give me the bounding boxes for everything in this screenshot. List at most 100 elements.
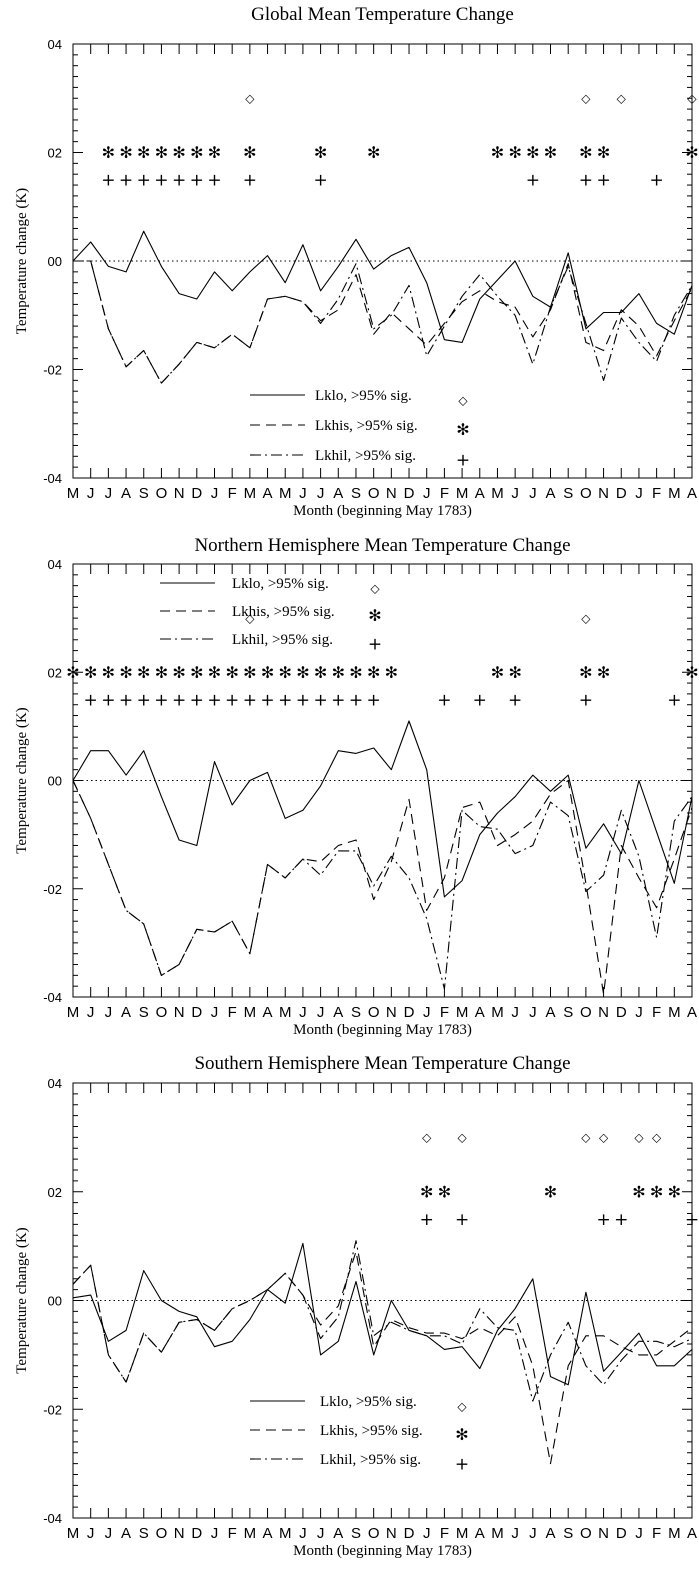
sig-marker-dashed: ✻ — [597, 143, 610, 162]
x-tick-label: O — [368, 1004, 380, 1021]
y-tick-label: -04 — [43, 1511, 62, 1526]
legend-label: Lkhis, >95% sig. — [232, 604, 335, 620]
x-tick-label: M — [244, 1004, 257, 1021]
x-tick-label: J — [299, 1525, 307, 1542]
sig-marker-dashdot: + — [313, 171, 327, 191]
x-tick-label: J — [423, 485, 431, 502]
sig-marker-dashed: ✻ — [119, 143, 132, 162]
sig-marker-dashdot: + — [207, 171, 221, 191]
legend-marker: ◇ — [370, 581, 380, 595]
legend-marker: ✻ — [456, 420, 469, 439]
x-tick-label: A — [475, 485, 485, 502]
sig-marker-dashed: ✻ — [685, 143, 698, 162]
y-axis-label: Temperature change (K) — [14, 707, 30, 853]
x-tick-label: M — [491, 1525, 504, 1542]
sig-marker-dashed: ✻ — [314, 143, 327, 162]
sig-marker-solid: ◇ — [652, 1131, 662, 1145]
sig-marker-dashed: ✻ — [243, 663, 256, 682]
sig-marker-dashdot: + — [207, 690, 221, 710]
sig-marker-solid: ◇ — [687, 91, 697, 105]
x-tick-label: N — [386, 1004, 397, 1021]
legend-marker: + — [368, 634, 382, 654]
x-tick-label: J — [211, 1004, 219, 1021]
sig-marker-dashed: ✻ — [632, 1182, 645, 1201]
sig-marker-dashed: ✻ — [650, 1182, 663, 1201]
x-tick-label: A — [687, 1525, 697, 1542]
legend-marker: + — [456, 450, 470, 470]
x-tick-label: M — [456, 1004, 469, 1021]
sig-marker-dashed: ✻ — [367, 663, 380, 682]
legend: Lklo, >95% sig. ◇Lkhis, >95% sig. ✻Lkhil, … — [250, 388, 470, 470]
x-tick-label: F — [652, 1525, 661, 1542]
sig-marker-dashed: ✻ — [491, 143, 504, 162]
x-tick-label: S — [351, 485, 361, 502]
sig-marker-dashdot: + — [154, 690, 168, 710]
x-tick-label: A — [546, 1525, 556, 1542]
y-tick-label: 02 — [48, 665, 62, 680]
x-tick-label: N — [598, 1004, 609, 1021]
sig-marker-dashed: ✻ — [208, 143, 221, 162]
x-tick-label: J — [635, 485, 643, 502]
legend: Lklo, >95% sig. ◇Lkhis, >95% sig. ✻Lkhil, … — [160, 576, 382, 654]
sig-marker-dashdot: + — [579, 690, 593, 710]
sig-marker-dashed: ✻ — [261, 663, 274, 682]
x-tick-label: M — [67, 1525, 80, 1542]
x-tick-label: A — [333, 1004, 343, 1021]
sig-marker-dashed: ✻ — [579, 143, 592, 162]
sig-marker-dashed: ✻ — [508, 663, 521, 682]
sig-marker-dashdot: + — [137, 171, 151, 191]
sig-marker-dashdot: + — [137, 690, 151, 710]
x-tick-label: S — [563, 1004, 573, 1021]
x-tick-label: J — [87, 1525, 95, 1542]
sig-marker-dashed: ✻ — [190, 143, 203, 162]
x-tick-label: M — [456, 1525, 469, 1542]
sig-marker-dashdot: + — [367, 690, 381, 710]
chart-panel-3: Southern Hemisphere Mean Temperature Cha… — [14, 1053, 699, 1559]
sig-marker-solid: ◇ — [457, 1131, 467, 1145]
y-tick-label: -02 — [43, 1402, 62, 1417]
x-tick-label: M — [244, 485, 257, 502]
sig-marker-dashed: ✻ — [314, 663, 327, 682]
x-tick-label: A — [475, 1004, 485, 1021]
x-axis-label: Month (beginning May 1783) — [293, 503, 472, 519]
legend-marker: ◇ — [457, 1399, 467, 1413]
legend-marker: ✻ — [455, 1425, 468, 1444]
sig-marker-dashdot: + — [349, 690, 363, 710]
x-tick-label: S — [351, 1004, 361, 1021]
chart-panel-2: Northern Hemisphere Mean Temperature Cha… — [14, 535, 699, 1038]
sig-marker-dashdot: + — [172, 690, 186, 710]
x-tick-label: F — [440, 485, 449, 502]
sig-marker-dashed: ✻ — [544, 143, 557, 162]
x-tick-label: O — [368, 485, 380, 502]
sig-marker-dashed: ✻ — [597, 663, 610, 682]
legend: Lklo, >95% sig. ◇Lkhis, >95% sig. ✻Lkhil, … — [250, 1394, 469, 1474]
x-tick-label: A — [121, 1004, 131, 1021]
x-tick-label: A — [687, 485, 697, 502]
y-tick-label: -02 — [43, 363, 62, 378]
sig-marker-solid: ◇ — [634, 1131, 644, 1145]
sig-marker-solid: ◇ — [245, 91, 255, 105]
x-tick-label: O — [580, 1004, 592, 1021]
sig-marker-dashdot: + — [119, 690, 133, 710]
x-tick-label: M — [67, 485, 80, 502]
sig-marker-dashdot: + — [437, 690, 451, 710]
x-tick-label: J — [529, 485, 537, 502]
chart-panel-1: Global Mean Temperature Change -04 -02 00 02… — [14, 4, 699, 519]
y-tick-label: 04 — [48, 557, 62, 572]
x-tick-label: J — [87, 485, 95, 502]
x-tick-label: F — [228, 1004, 237, 1021]
sig-marker-dashed: ✻ — [279, 663, 292, 682]
sig-marker-dashdot: + — [101, 690, 115, 710]
sig-marker-dashdot: + — [225, 690, 239, 710]
sig-marker-dashdot: + — [596, 171, 610, 191]
x-tick-label: F — [652, 1004, 661, 1021]
sig-marker-solid: ◇ — [617, 91, 627, 105]
x-tick-label: J — [105, 1004, 113, 1021]
x-tick-label: A — [546, 1004, 556, 1021]
chart-title: Southern Hemisphere Mean Temperature Cha… — [194, 1053, 570, 1074]
sig-marker-solid: ◇ — [581, 611, 591, 625]
x-tick-label: F — [440, 1004, 449, 1021]
sig-marker-dashed: ✻ — [420, 1182, 433, 1201]
sig-marker-dashdot: + — [508, 690, 522, 710]
